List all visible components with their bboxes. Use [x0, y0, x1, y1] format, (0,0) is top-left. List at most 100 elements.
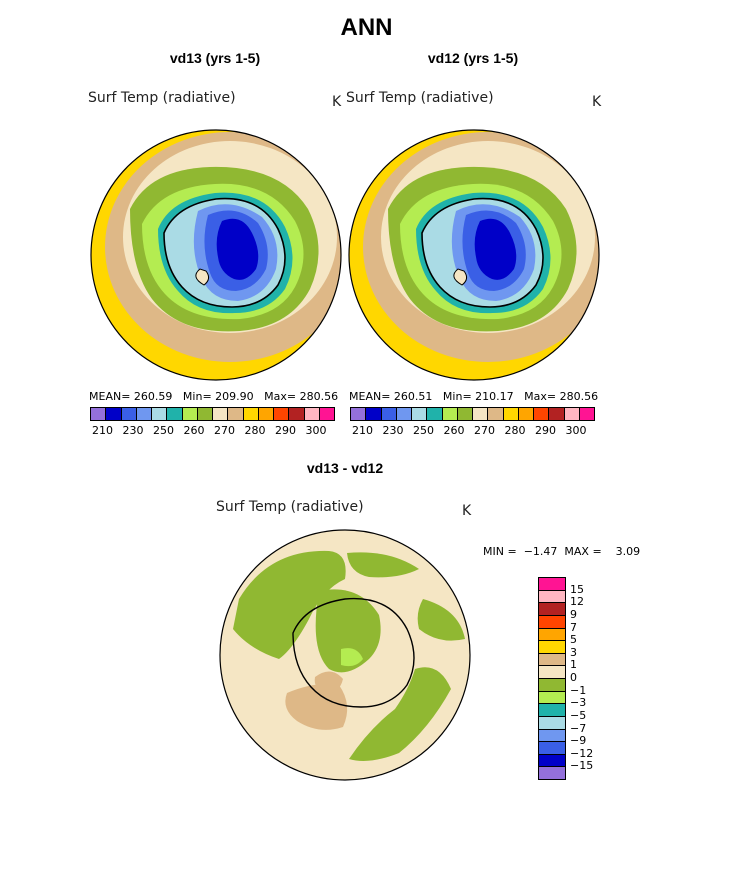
- colorbar-tick-label: 280: [244, 424, 266, 437]
- colorbar-swatch: [533, 407, 550, 421]
- panel1-mean-value: 260.59: [133, 390, 173, 403]
- band-220: [216, 218, 259, 280]
- colorbar-swatch: [288, 407, 305, 421]
- colorbar-swatch: [90, 407, 107, 421]
- colorbar-swatch: [538, 640, 566, 654]
- colorbar-tick-label: 250: [413, 424, 434, 437]
- colorbar-swatch: [538, 577, 566, 591]
- colorbar-tick-label: 12: [570, 595, 584, 609]
- coastline: [163, 197, 286, 308]
- diff-title: vd13 - vd12: [306, 460, 384, 476]
- colorbar-swatch: [212, 407, 229, 421]
- colorbar-swatch: [487, 407, 504, 421]
- colorbar-swatch: [303, 407, 320, 421]
- colorbar-tick-label: 5: [570, 633, 577, 647]
- panel1-mean-label: MEAN=: [89, 390, 131, 403]
- colorbar-swatch: [196, 407, 213, 421]
- panel1-map: [90, 129, 342, 381]
- coastline: [421, 197, 544, 308]
- ice-shelf: [195, 268, 210, 286]
- colorbar-swatch: [538, 614, 566, 629]
- colorbar-tick-label: 7: [570, 620, 577, 634]
- colorbar-tick-label: −5: [570, 708, 587, 722]
- colorbar-swatch: [538, 678, 566, 692]
- colorbar-swatch: [538, 665, 566, 679]
- diff-map: [219, 529, 471, 781]
- colorbar-tick-label: 260: [443, 424, 465, 437]
- diff-region-neg: [417, 599, 465, 641]
- colorbar-swatch: [538, 741, 566, 755]
- panel1-min-value: 209.90: [215, 390, 254, 403]
- diff-max-label: MAX =: [564, 545, 602, 558]
- diff-region-neg: [233, 550, 346, 659]
- diff-region-light: [341, 648, 363, 667]
- diff-min-value: −1.47: [523, 545, 558, 558]
- colorbar-swatch: [257, 407, 274, 421]
- colorbar-swatch: [472, 407, 489, 421]
- colorbar-tick-label: 1: [570, 658, 577, 672]
- panel2-stats: MEAN= 260.51 Min= 210.17 Max= 280.56: [349, 390, 598, 403]
- panel2-colorbar-ticks: 210 230 250 260 270 280 290 300: [350, 424, 610, 438]
- colorbar-swatch: [563, 407, 580, 421]
- diff-variable: Surf Temp (radiative): [216, 499, 364, 515]
- colorbar-tick-label: −9: [570, 734, 587, 748]
- band-220: [474, 218, 517, 280]
- ice-shelf: [453, 268, 468, 286]
- colorbar-swatch: [538, 728, 566, 743]
- colorbar-swatch: [538, 652, 566, 667]
- diff-region-pos: [285, 684, 348, 730]
- panel1-colorbar: [90, 407, 335, 421]
- colorbar-tick-label: 3: [570, 645, 577, 659]
- colorbar-swatch: [441, 407, 458, 421]
- colorbar-swatch: [426, 407, 443, 421]
- colorbar-swatch: [365, 407, 382, 421]
- diff-region-neg: [315, 589, 381, 673]
- colorbar-tick-label: 9: [570, 607, 577, 621]
- colorbar-swatch: [395, 407, 412, 421]
- colorbar-swatch: [538, 589, 566, 604]
- panel1-colorbar-ticks: 210 230 250 260 270 280 290 300: [90, 424, 350, 438]
- diff-region-pos: [314, 671, 343, 694]
- colorbar-swatch: [456, 407, 473, 421]
- colorbar-tick-label: 15: [570, 582, 584, 596]
- colorbar-swatch: [120, 407, 137, 421]
- colorbar-swatch: [538, 627, 566, 642]
- colorbar-swatch: [151, 407, 168, 421]
- panel1-variable: Surf Temp (radiative): [88, 90, 236, 106]
- panel2-max-label: Max=: [524, 390, 557, 403]
- colorbar-swatch: [538, 766, 566, 780]
- panel2-colorbar: [350, 407, 595, 421]
- colorbar-swatch: [318, 407, 335, 421]
- colorbar-swatch: [242, 407, 259, 421]
- coastline: [292, 597, 415, 708]
- colorbar-tick-label: 270: [214, 424, 235, 437]
- colorbar-tick-label: 290: [275, 424, 296, 437]
- colorbar-swatch: [105, 407, 122, 421]
- map-border: [219, 529, 471, 781]
- colorbar-swatch: [538, 703, 566, 717]
- colorbar-tick-label: 270: [474, 424, 495, 437]
- panel2-title: vd12 (yrs 1-5): [427, 50, 519, 66]
- panel1-stats: MEAN= 260.59 Min= 209.90 Max= 280.56: [89, 390, 338, 403]
- colorbar-tick-label: 210: [92, 424, 113, 437]
- main-title: ANN: [340, 14, 393, 41]
- diff-colorbar: [538, 577, 566, 780]
- colorbar-tick-label: 300: [305, 424, 327, 437]
- colorbar-tick-label: −15: [570, 759, 594, 773]
- diff-region-neg: [347, 552, 419, 578]
- colorbar-swatch: [517, 407, 534, 421]
- panel2-mean-value: 260.51: [393, 390, 433, 403]
- panel1-units: K: [332, 94, 342, 110]
- diff-max-value: 3.09: [615, 545, 641, 558]
- colorbar-tick-label: −7: [570, 721, 587, 735]
- colorbar-swatch: [166, 407, 183, 421]
- colorbar-swatch: [538, 602, 566, 616]
- colorbar-tick-label: 230: [382, 424, 404, 437]
- colorbar-swatch: [548, 407, 565, 421]
- colorbar-swatch: [538, 715, 566, 730]
- colorbar-tick-label: 0: [570, 671, 577, 684]
- diff-min-label: MIN =: [483, 545, 517, 558]
- panel2-mean-label: MEAN=: [349, 390, 391, 403]
- colorbar-swatch: [380, 407, 397, 421]
- colorbar-tick-label: −1: [570, 683, 587, 697]
